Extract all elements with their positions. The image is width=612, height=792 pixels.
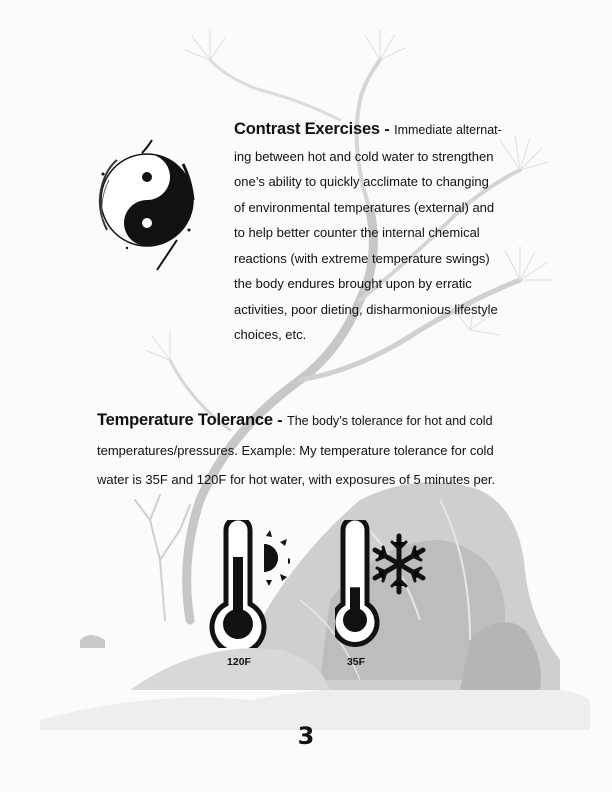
contrast-line: choices, etc. bbox=[234, 327, 307, 342]
contrast-line: of environmental temperatures (external)… bbox=[234, 199, 495, 215]
contrast-first-line: Contrast Exercises - Immediate alternat- bbox=[234, 117, 534, 144]
page-number: 3 bbox=[297, 722, 315, 750]
tolerance-first-line: Temperature Tolerance - The body’s toler… bbox=[97, 406, 537, 436]
contrast-line: reactions (with extreme temperature swin… bbox=[234, 250, 490, 266]
contrast-heading: Contrast Exercises bbox=[234, 120, 380, 138]
tolerance-dash: - bbox=[272, 412, 288, 429]
contrast-line: the body endures brought upon by erratic bbox=[234, 276, 472, 291]
tolerance-line: water is 35F and 120F for hot water, wit… bbox=[97, 472, 496, 487]
contrast-line: activities, poor dieting, disharmonious … bbox=[234, 301, 498, 317]
temperature-tolerance-section: Temperature Tolerance - The body’s toler… bbox=[97, 406, 537, 494]
thermometer-hot-sun-icon bbox=[209, 520, 290, 648]
contrast-line: ing between hot and cold water to streng… bbox=[234, 148, 494, 164]
contrast-first-tail: Immediate alternat- bbox=[394, 123, 502, 137]
contrast-line: one’s ability to quickly acclimate to ch… bbox=[234, 174, 489, 189]
contrast-dash: - bbox=[379, 121, 395, 138]
contrast-line: to help better counter the internal chem… bbox=[234, 225, 480, 240]
contrast-exercises-section: Contrast Exercises - Immediate alternat-… bbox=[234, 117, 534, 348]
hot-temperature-label: 120F bbox=[227, 656, 251, 668]
tolerance-line: temperatures/pressures. Example: My temp… bbox=[97, 443, 494, 458]
yin-yang-icon bbox=[98, 139, 195, 271]
thermometer-cold-snowflake-icon bbox=[335, 520, 426, 647]
snowflake-icon bbox=[372, 533, 426, 595]
cold-temperature-label: 35F bbox=[346, 656, 366, 668]
sun-icon bbox=[264, 530, 290, 586]
tolerance-heading: Temperature Tolerance bbox=[97, 411, 273, 429]
tolerance-first-tail: The body’s tolerance for hot and cold bbox=[287, 414, 493, 428]
